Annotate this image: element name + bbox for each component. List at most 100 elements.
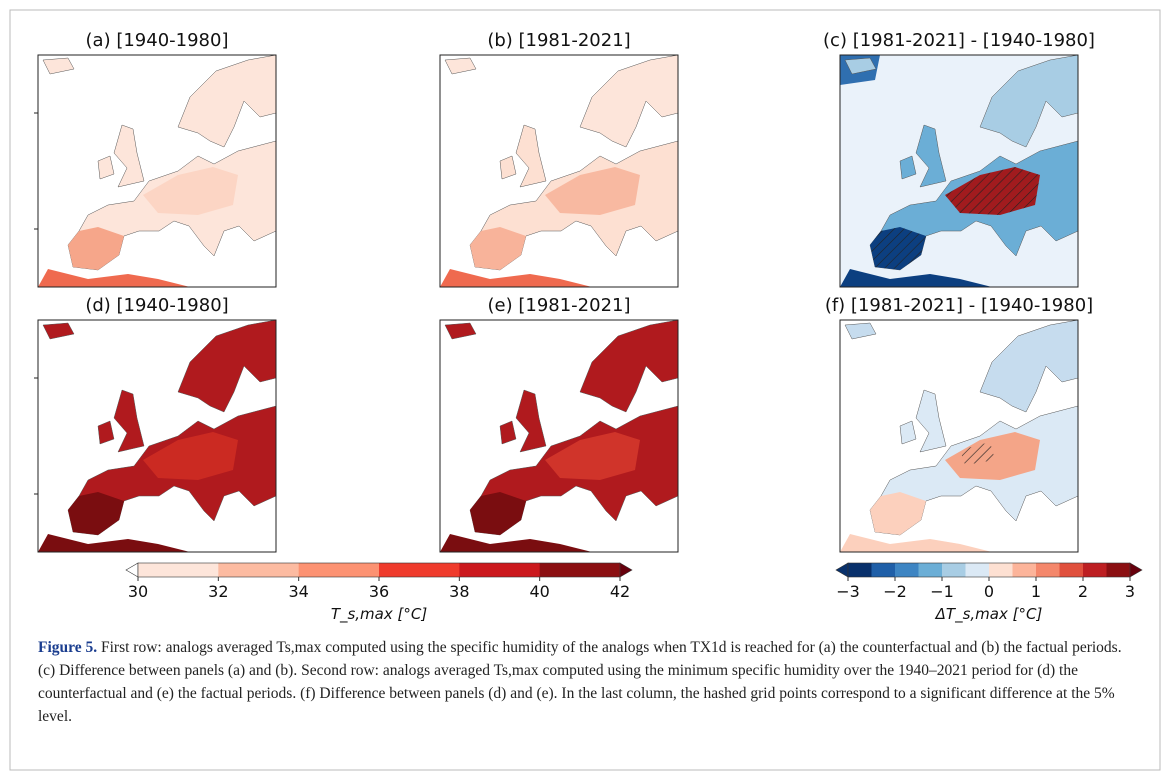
land (499, 155, 517, 180)
map (439, 319, 679, 553)
colorbar-tick-label: −2 (883, 582, 907, 601)
land (440, 269, 592, 287)
colorbar-tick-label: 34 (288, 582, 308, 601)
map-border (839, 54, 1079, 288)
colorbar-extend (619, 562, 633, 578)
colorbar-tick-label: 36 (369, 582, 389, 601)
panel-title: (b) [1981-2021] (487, 30, 630, 51)
panel-title: (a) [1940-1980] (86, 30, 229, 51)
land (38, 269, 190, 287)
map-border (439, 319, 679, 553)
land (844, 322, 877, 340)
colorbar-swatch (989, 563, 1013, 577)
land (113, 124, 145, 188)
land (915, 124, 947, 188)
colorbar-swatch (1012, 563, 1037, 577)
colorbar-extend (835, 562, 849, 578)
colorbar-swatch (218, 563, 300, 577)
land (97, 155, 115, 180)
land (915, 389, 947, 453)
colorbar-swatch (848, 563, 872, 577)
colorbar-swatch (1059, 563, 1084, 577)
map (839, 54, 1079, 288)
map-border (839, 319, 1079, 553)
land (440, 534, 592, 552)
land-region (545, 432, 640, 480)
land (177, 319, 277, 413)
colorbar-tick-label: 40 (529, 582, 549, 601)
land (515, 124, 547, 188)
land (113, 389, 145, 453)
panel-title: (c) [1981-2021] - [1940-1980] (823, 30, 1095, 51)
land-region (470, 492, 526, 535)
hatching (945, 167, 1040, 215)
colorbar-tick-label: 0 (984, 582, 994, 601)
frame (9, 9, 1161, 771)
colorbar-swatch (965, 563, 990, 577)
colorbar-tick-label: 2 (1078, 582, 1088, 601)
land (844, 57, 877, 75)
colorbar-swatch (1106, 563, 1131, 577)
colorbar-tick-label: −1 (930, 582, 954, 601)
map (839, 319, 1079, 553)
land (979, 54, 1079, 148)
map (34, 319, 277, 553)
colorbar-swatch (459, 563, 541, 577)
land (444, 322, 477, 340)
colorbar-extend (1129, 562, 1143, 578)
colorbar-label: ΔT_s,max [°C] (935, 605, 1043, 624)
land-region (68, 492, 124, 535)
land (42, 57, 75, 75)
colorbar-tick-label: −3 (836, 582, 860, 601)
colorbar-swatch (871, 563, 896, 577)
colorbar-tick-label: 3 (1125, 582, 1135, 601)
land-region (143, 167, 238, 215)
land (38, 534, 190, 552)
hatching (960, 442, 995, 465)
colorbar-swatch (1083, 563, 1107, 577)
land (840, 534, 992, 552)
land (515, 389, 547, 453)
land (177, 54, 277, 148)
colorbar-tick-label: 1 (1031, 582, 1041, 601)
colorbar-swatch (895, 563, 919, 577)
map-border (439, 54, 679, 288)
land (499, 420, 517, 445)
land (840, 269, 992, 287)
land (444, 57, 477, 75)
colorbar-label: T_s,max [°C] (331, 605, 428, 624)
land (899, 420, 917, 445)
panel-title: (d) [1940-1980] (85, 295, 228, 316)
map-border (37, 54, 277, 288)
map (34, 54, 277, 288)
land (979, 319, 1079, 413)
colorbar-tick-label: 32 (208, 582, 228, 601)
panel-title: (f) [1981-2021] - [1940-1980] (825, 295, 1093, 316)
hatching (870, 227, 926, 270)
caption-label: Figure 5. (38, 639, 98, 656)
colorbar-swatch (539, 563, 621, 577)
land-region (545, 167, 640, 215)
land (899, 155, 917, 180)
land (579, 319, 679, 413)
colorbar-swatch (942, 563, 966, 577)
map-border (37, 319, 277, 553)
colorbar-tick-label: 42 (610, 582, 630, 601)
land-region (870, 492, 926, 535)
land (42, 322, 75, 340)
colorbar-swatch (298, 563, 380, 577)
panel-title: (e) [1981-2021] (488, 295, 631, 316)
land-region (143, 432, 238, 480)
map (439, 54, 679, 288)
land (97, 420, 115, 445)
caption: Figure 5. First row: analogs averaged Ts… (38, 636, 1138, 728)
colorbar-swatch (138, 563, 219, 577)
colorbar-tick-label: 30 (128, 582, 148, 601)
land (579, 54, 679, 148)
land-region (470, 227, 526, 270)
colorbar-extend (125, 562, 139, 578)
land-region (68, 227, 124, 270)
colorbar-swatch (1036, 563, 1060, 577)
